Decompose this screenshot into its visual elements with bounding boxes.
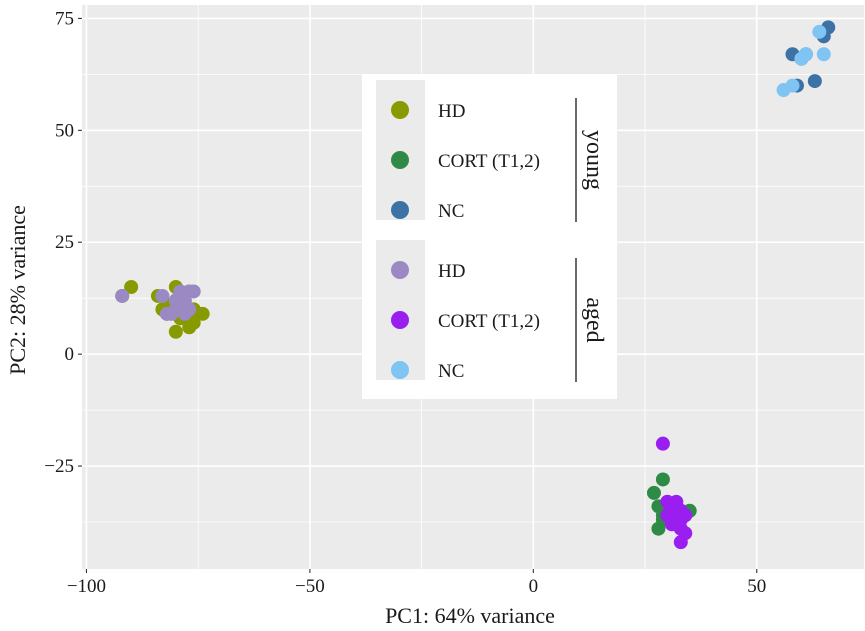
legend-entry-label: NC <box>438 201 464 222</box>
x-tick-label: −50 <box>295 576 325 597</box>
legend-entry-label: HD <box>438 101 465 122</box>
series-aged-nc <box>776 24 831 98</box>
legend-group-label: young <box>581 130 607 190</box>
legend-key-young-0 <box>391 101 409 119</box>
x-tick-label: 50 <box>747 576 766 597</box>
data-point <box>794 51 809 66</box>
y-tick-label: −25 <box>44 456 74 477</box>
data-point <box>124 280 139 294</box>
legend-key-young-2 <box>391 201 409 219</box>
data-points <box>115 20 836 550</box>
y-axis-title: PC2: 28% variance <box>5 205 30 375</box>
legend-key-aged-1 <box>391 311 409 329</box>
legend-key-background <box>376 240 425 380</box>
legend-key-background <box>376 80 425 220</box>
legend-entry-label: CORT (T1,2) <box>438 311 540 332</box>
data-point <box>655 472 670 487</box>
legend-key-aged-2 <box>391 361 409 379</box>
legend-key-aged-0 <box>391 261 409 279</box>
data-point <box>186 315 201 330</box>
legend-entry-label: CORT (T1,2) <box>438 151 540 172</box>
data-point <box>155 288 170 303</box>
y-tick-label: 75 <box>55 8 74 29</box>
x-tick-label: 0 <box>529 576 539 597</box>
data-point <box>812 24 827 39</box>
data-point <box>664 517 679 532</box>
y-tick-label: 0 <box>65 344 75 365</box>
x-tick-labels: −100 −50 0 50 <box>67 576 766 597</box>
data-point <box>816 47 831 62</box>
data-point <box>182 302 197 317</box>
data-point <box>673 535 688 550</box>
data-point <box>115 288 130 303</box>
data-point <box>807 74 822 89</box>
y-tick-label: 50 <box>55 120 74 141</box>
y-tick-labels: −25 0 25 50 75 <box>44 8 74 477</box>
data-point <box>673 503 688 518</box>
series-aged-cort-t1-2 <box>655 436 693 550</box>
legend-entry-label: NC <box>438 361 464 382</box>
legend: HD CORT (T1,2) NC young HD CORT (T1,2) NC aged <box>362 74 617 399</box>
y-tick-label: 25 <box>55 232 74 253</box>
legend-entry-label: HD <box>438 261 465 282</box>
data-point <box>168 293 183 308</box>
x-tick-label: −100 <box>67 576 106 597</box>
data-point <box>655 436 670 451</box>
x-axis-title: PC1: 64% variance <box>385 603 555 628</box>
axis-ticks <box>78 17 758 573</box>
data-point <box>785 78 800 93</box>
data-point <box>168 324 183 339</box>
data-point <box>164 306 179 321</box>
legend-key-young-1 <box>391 151 409 169</box>
data-point <box>186 284 201 299</box>
series-aged-hd <box>115 284 201 321</box>
legend-group-label: aged <box>581 297 607 342</box>
data-point <box>646 485 661 500</box>
